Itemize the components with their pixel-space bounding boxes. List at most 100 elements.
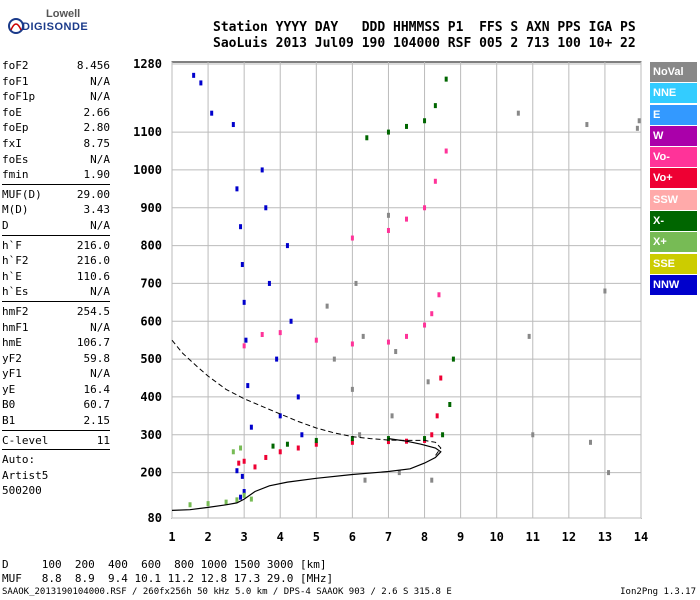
- echo-point: [260, 332, 264, 338]
- echo-point: [206, 501, 210, 507]
- y-tick-label: 1280: [133, 57, 162, 71]
- echo-point: [405, 123, 408, 129]
- echo-point: [423, 118, 427, 124]
- param-separator: [2, 449, 110, 451]
- y-tick-label: 300: [140, 428, 162, 442]
- param-label: foF1p: [2, 90, 36, 104]
- param-value: 59.8: [83, 351, 111, 365]
- echo-point: [423, 205, 427, 211]
- echo-point: [439, 375, 443, 381]
- param-row: foF2 8.456: [2, 58, 110, 74]
- param-row: h`F 216.0: [2, 238, 110, 254]
- echo-point: [249, 496, 253, 502]
- polarization-legend: NoVal NNE E W Vo- Vo+ SSW X- X+ SSE NNW: [650, 62, 697, 296]
- echo-point: [350, 235, 354, 241]
- param-value: N/A: [90, 367, 110, 381]
- param-value: N/A: [90, 320, 110, 334]
- echo-point: [271, 443, 275, 449]
- x-tick-label: 2: [204, 530, 211, 544]
- x-tick-label: 6: [349, 530, 356, 544]
- echo-point: [390, 413, 394, 419]
- echo-point: [430, 311, 434, 317]
- ionospheric-parameters-panel: foF2 8.456 foF1 N/A foF1p N/A foE 2.66 foEp 2.80 f…: [2, 58, 110, 499]
- param-row: MUF(D) 29.00: [2, 187, 110, 203]
- echo-point: [531, 432, 535, 438]
- echo-point: [260, 167, 264, 173]
- echo-point: [350, 439, 354, 445]
- echo-point: [423, 436, 427, 442]
- auto-line1: Auto:: [2, 453, 36, 467]
- param-value: 8.456: [76, 59, 110, 72]
- auto-line3: 500200: [2, 484, 42, 498]
- echo-point: [527, 333, 531, 339]
- echo-point: [435, 413, 439, 419]
- echo-point: [188, 502, 192, 508]
- param-label: MUF(D): [2, 187, 42, 201]
- echo-point: [242, 489, 246, 495]
- y-tick-label: 1100: [133, 125, 162, 139]
- echo-point: [423, 437, 427, 443]
- echo-point: [314, 337, 318, 343]
- legend-item: Vo+: [650, 168, 697, 189]
- param-row: foF1p N/A: [2, 89, 110, 105]
- param-row: h`F2 216.0: [2, 253, 110, 269]
- param-value: 254.5: [76, 304, 110, 318]
- echo-point: [386, 439, 390, 445]
- echo-point: [278, 330, 282, 336]
- echo-point: [588, 439, 592, 445]
- version-label: Ion2Png 1.3.17: [620, 587, 696, 597]
- y-tick-label: 1000: [133, 163, 162, 177]
- echo-point: [444, 76, 448, 82]
- x-axis-ticks: 1 2 3 4 5 6 7 8 9 10 11 12 13 14: [168, 530, 648, 544]
- param-label: hmF1: [2, 320, 29, 334]
- param-label: C-level: [2, 433, 49, 447]
- echo-point: [405, 216, 408, 222]
- param-value: 16.4: [83, 382, 111, 396]
- echo-point: [361, 333, 365, 339]
- digisonde-logo-icon: [8, 18, 24, 34]
- y-tick-label: 400: [140, 390, 162, 404]
- x-tick-label: 10: [489, 530, 503, 544]
- echo-point: [365, 135, 369, 141]
- echo-point: [430, 477, 434, 483]
- auto-line2: Artist5: [2, 468, 49, 482]
- echo-point: [239, 445, 243, 451]
- param-label: h`E: [2, 269, 22, 283]
- echo-point: [239, 494, 243, 500]
- echo-point: [267, 280, 271, 286]
- param-value: 2.66: [83, 105, 111, 119]
- legend-item: NoVal: [650, 62, 697, 82]
- legend-item: SSE: [650, 253, 697, 274]
- param-row: hmF2 254.5: [2, 304, 110, 320]
- param-row: M(D) 3.43: [2, 202, 110, 218]
- legend-item: Vo-: [650, 147, 697, 168]
- param-row: foEp 2.80: [2, 120, 110, 136]
- echo-point: [433, 103, 437, 109]
- param-row: C-level 11: [2, 433, 110, 449]
- echo-point: [275, 356, 279, 362]
- echo-point: [289, 318, 293, 324]
- x-tick-label: 12: [562, 530, 576, 544]
- param-label: hmF2: [2, 304, 29, 318]
- echo-point: [224, 499, 228, 505]
- echo-point: [441, 432, 445, 438]
- echo-point: [448, 402, 452, 407]
- param-value: 3.43: [83, 203, 111, 217]
- echo-point: [430, 432, 434, 438]
- param-label: h`Es: [2, 285, 29, 299]
- echo-point: [607, 470, 611, 476]
- echo-point: [231, 122, 235, 128]
- param-label: D: [2, 218, 9, 232]
- param-row: B0 60.7: [2, 397, 110, 413]
- echo-point: [210, 110, 214, 116]
- echo-point: [358, 432, 362, 438]
- echo-point: [386, 227, 390, 233]
- param-label: yE: [2, 382, 16, 396]
- echo-point: [516, 110, 520, 116]
- plot-frame: [171, 61, 642, 519]
- param-value: N/A: [90, 152, 110, 166]
- legend-item: X+: [650, 232, 697, 253]
- echo-point: [386, 436, 390, 442]
- echo-point: [242, 492, 246, 498]
- param-row: hmF1 N/A: [2, 320, 110, 336]
